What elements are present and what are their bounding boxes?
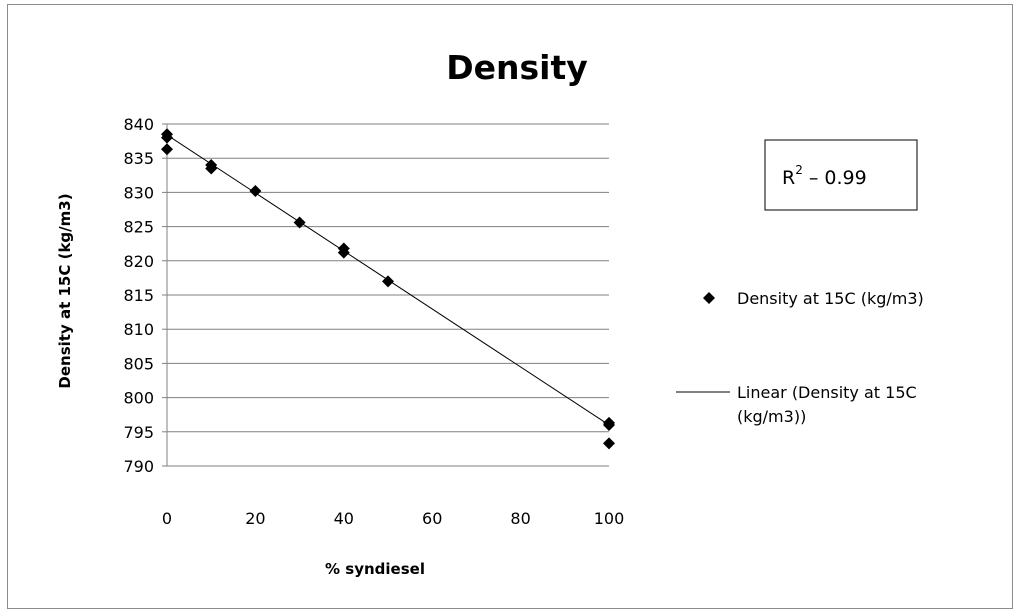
r-squared-base: R xyxy=(782,167,795,189)
data-point-1 xyxy=(161,131,173,144)
y-tick-840: 840 xyxy=(123,115,154,134)
x-tick-100: 100 xyxy=(594,509,625,528)
y-tick-835: 835 xyxy=(123,149,154,168)
y-tick-labels: 790 795 800 805 810 815 820 825 830 835 840 xyxy=(123,115,154,476)
x-tick-0: 0 xyxy=(162,509,172,528)
legend-trendline-label-line1: Linear (Density at 15C xyxy=(737,383,917,402)
x-tick-40: 40 xyxy=(334,509,354,528)
legend-trendline-label: Linear (Density at 15C (kg/m3)) xyxy=(737,383,922,426)
x-tick-20: 20 xyxy=(245,509,265,528)
legend-trendline-label-line2: (kg/m3)) xyxy=(737,407,806,426)
y-tick-795: 795 xyxy=(123,423,154,442)
data-points xyxy=(161,128,615,450)
axes xyxy=(162,123,609,467)
data-point-12 xyxy=(603,437,615,450)
chart-frame xyxy=(7,4,1013,609)
x-tick-labels: 0 20 40 60 80 100 xyxy=(162,509,624,528)
x-tick-60: 60 xyxy=(422,509,442,528)
data-point-11 xyxy=(603,418,615,431)
r-squared-box xyxy=(764,139,918,211)
r-squared-value: – 0.99 xyxy=(803,167,867,189)
data-point-2 xyxy=(161,143,173,156)
data-point-9 xyxy=(382,275,394,288)
y-tick-805: 805 xyxy=(123,354,154,373)
y-tick-820: 820 xyxy=(123,252,154,271)
r-squared-text: R2 – 0.99 xyxy=(782,163,867,189)
data-point-6 xyxy=(293,216,306,229)
x-tick-80: 80 xyxy=(510,509,530,528)
y-tick-825: 825 xyxy=(123,218,154,237)
r-squared-annotation: R2 – 0.99 xyxy=(764,139,918,211)
y-tick-830: 830 xyxy=(123,183,154,202)
legend: Density at 15C (kg/m3) Linear (Density a… xyxy=(676,289,924,426)
y-axis-title: Density at 15C (kg/m3) xyxy=(56,193,74,388)
data-point-8 xyxy=(337,246,350,259)
y-tick-800: 800 xyxy=(123,389,154,408)
y-tick-790: 790 xyxy=(123,457,154,476)
r-squared-superscript: 2 xyxy=(795,163,803,177)
x-axis-title: % syndiesel xyxy=(325,560,425,578)
data-point-4 xyxy=(205,162,218,175)
data-point-5 xyxy=(249,185,262,198)
gridlines xyxy=(167,123,609,433)
y-tick-815: 815 xyxy=(123,286,154,305)
legend-series-label: Density at 15C (kg/m3) xyxy=(737,289,924,308)
chart-title: Density xyxy=(446,48,588,87)
y-tick-810: 810 xyxy=(123,320,154,339)
legend-diamond-marker xyxy=(703,292,715,304)
